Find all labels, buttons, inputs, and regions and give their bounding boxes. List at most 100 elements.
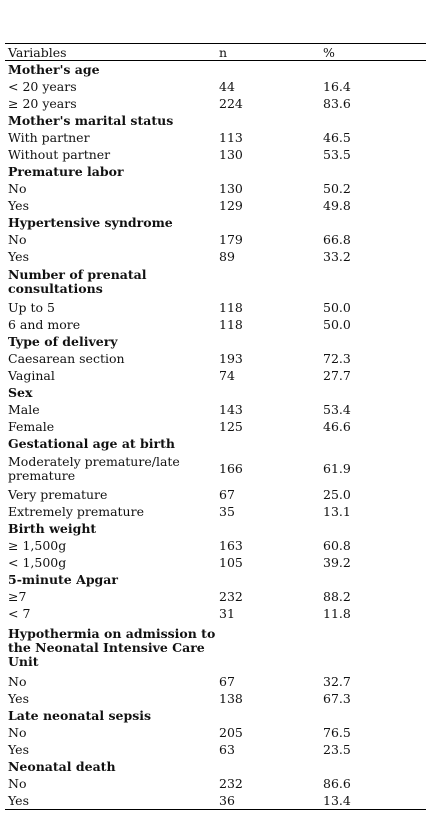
n-cell: 130	[219, 180, 243, 196]
n-cell: 74	[219, 367, 235, 383]
percent-cell: 61.9	[323, 461, 351, 476]
row-label: No	[8, 180, 27, 196]
section-label: Premature labor	[8, 163, 124, 179]
row-label: Vaginal	[8, 367, 55, 383]
percent-cell: 33.2	[323, 248, 351, 264]
row-label: ≥ 20 years	[8, 95, 77, 111]
n-cell: 35	[219, 503, 235, 519]
table-row: No 232 86.6	[5, 775, 426, 792]
percent-cell: 46.6	[323, 418, 351, 434]
n-cell: 67	[219, 486, 235, 502]
section-label: Mother's age	[8, 61, 100, 77]
section-row: Number of prenatal consultations	[5, 265, 426, 299]
n-cell: 193	[219, 350, 243, 366]
percent-cell: 83.6	[323, 95, 351, 111]
row-label: 6 and more	[8, 316, 81, 332]
table-row: Very premature 67 25.0	[5, 486, 426, 503]
section-row: Birth weight	[5, 520, 426, 537]
n-cell: 89	[219, 248, 235, 264]
n-cell: 163	[219, 537, 243, 553]
section-label: Late neonatal sepsis	[8, 707, 152, 723]
percent-cell: 25.0	[323, 486, 351, 502]
table-row: With partner 113 46.5	[5, 129, 426, 146]
percent-cell: 39.2	[323, 554, 351, 570]
percent-cell: 50.0	[323, 299, 351, 315]
table-row: < 7 31 11.8	[5, 605, 426, 622]
n-cell: 63	[219, 741, 235, 757]
row-label: Moderately premature/late premature	[8, 454, 180, 483]
table-row: Male 143 53.4	[5, 401, 426, 418]
n-cell: 232	[219, 775, 243, 791]
n-cell: 138	[219, 690, 243, 706]
row-label: Yes	[8, 741, 29, 757]
n-cell: 118	[219, 316, 243, 332]
row-label: Yes	[8, 197, 29, 213]
section-label: Birth weight	[8, 520, 97, 536]
table-body: Mother's age < 20 years 44 16.4 ≥ 20 years 22…	[5, 61, 426, 809]
row-label: Yes	[8, 248, 29, 264]
row-label: < 20 years	[8, 78, 77, 94]
header-rule	[5, 60, 426, 61]
table-row: Without partner 130 53.5	[5, 146, 426, 163]
section-row: Type of delivery	[5, 333, 426, 350]
n-cell: 129	[219, 197, 243, 213]
section-row: Neonatal death	[5, 758, 426, 775]
percent-cell: 27.7	[323, 367, 351, 383]
percent-cell: 76.5	[323, 724, 351, 740]
section-label: Hypothermia on admission to the Neonatal…	[8, 625, 216, 669]
section-row: Hypertensive syndrome	[5, 214, 426, 231]
table-row: No 67 32.7	[5, 673, 426, 690]
section-label: Type of delivery	[8, 333, 118, 349]
percent-cell: 50.0	[323, 316, 351, 332]
percent-cell: 23.5	[323, 741, 351, 757]
percent-cell: 86.6	[323, 775, 351, 791]
section-row: 5-minute Apgar	[5, 571, 426, 588]
row-label: ≥ 1,500g	[8, 537, 67, 553]
section-row: Late neonatal sepsis	[5, 707, 426, 724]
n-cell: 125	[219, 418, 243, 434]
table-row: No 205 76.5	[5, 724, 426, 741]
percent-cell: 72.3	[323, 350, 351, 366]
percent-cell: 32.7	[323, 673, 351, 689]
section-row: Mother's age	[5, 61, 426, 78]
table-header: Variables n %	[5, 44, 426, 60]
n-cell: 130	[219, 146, 243, 162]
table-row: No 179 66.8	[5, 231, 426, 248]
row-label: ≥7	[8, 588, 27, 604]
percent-cell: 66.8	[323, 231, 351, 247]
table-row: Yes 89 33.2	[5, 248, 426, 265]
n-cell: 232	[219, 588, 243, 604]
n-cell: 118	[219, 299, 243, 315]
section-label: Mother's marital status	[8, 112, 174, 128]
section-label: Gestational age at birth	[8, 435, 175, 451]
table-row: Vaginal 74 27.7	[5, 367, 426, 384]
row-label: Yes	[8, 792, 29, 808]
percent-cell: 46.5	[323, 129, 351, 145]
n-cell: 67	[219, 673, 235, 689]
percent-cell: 13.1	[323, 503, 351, 519]
section-row: Premature labor	[5, 163, 426, 180]
percent-cell: 60.8	[323, 537, 351, 553]
section-label: Sex	[8, 384, 33, 400]
row-label: No	[8, 775, 27, 791]
percent-cell: 11.8	[323, 605, 351, 621]
percent-cell: 13.4	[323, 792, 351, 808]
percent-cell: 67.3	[323, 690, 351, 706]
row-label: Female	[8, 418, 55, 434]
section-row: Hypothermia on admission to the Neonatal…	[5, 622, 426, 673]
percent-cell: 53.5	[323, 146, 351, 162]
n-cell: 31	[219, 605, 235, 621]
table-row: Extremely premature 35 13.1	[5, 503, 426, 520]
percent-cell: 49.8	[323, 197, 351, 213]
n-cell: 224	[219, 95, 243, 111]
percent-cell: 16.4	[323, 78, 351, 94]
percent-cell: 88.2	[323, 588, 351, 604]
n-cell: 105	[219, 554, 243, 570]
section-label: 5-minute Apgar	[8, 571, 118, 587]
table-row: < 1,500g 105 39.2	[5, 554, 426, 571]
table-row: Yes 36 13.4	[5, 792, 426, 809]
row-label: Male	[8, 401, 40, 417]
row-label: Caesarean section	[8, 350, 125, 366]
table-row: Yes 138 67.3	[5, 690, 426, 707]
table-row: Female 125 46.6	[5, 418, 426, 435]
